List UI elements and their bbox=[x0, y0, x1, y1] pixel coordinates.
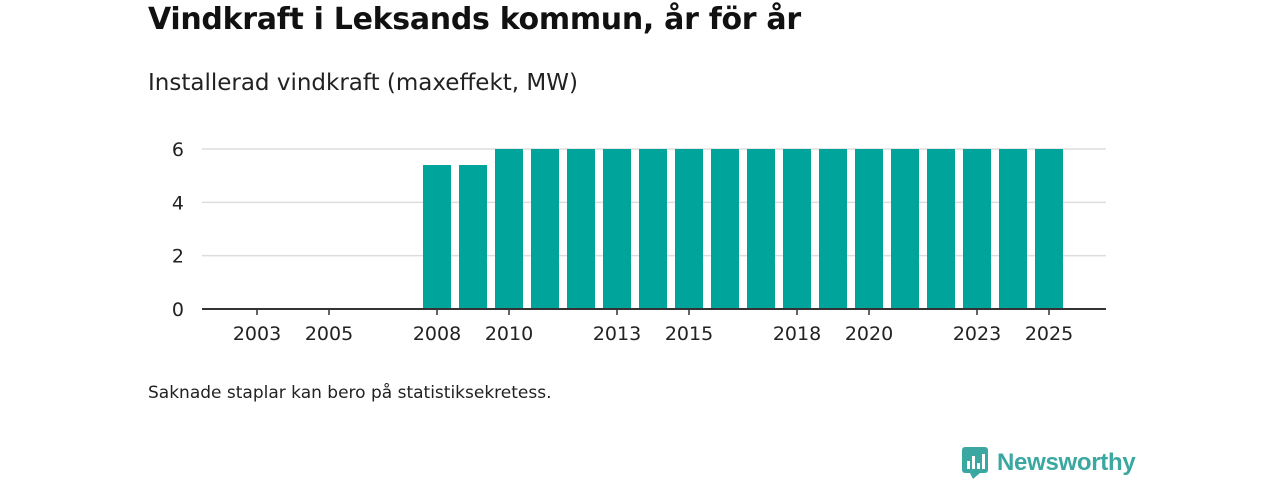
axis-layer: 0 2 4 6 2003 2005 2008 2010 2013 2015 2018 2020 2023… bbox=[172, 139, 1106, 345]
bar-2014 bbox=[639, 149, 667, 309]
x-tick-label: 2015 bbox=[665, 323, 713, 345]
chart-subtitle: Installerad vindkraft (maxeffekt, MW) bbox=[148, 70, 578, 96]
bar-2025 bbox=[1035, 149, 1063, 309]
bar-2017 bbox=[747, 149, 775, 309]
bar-2023 bbox=[963, 149, 991, 309]
x-tick-label: 2023 bbox=[953, 323, 1001, 345]
bar-2018 bbox=[783, 149, 811, 309]
newsworthy-logo-icon bbox=[962, 447, 988, 479]
bar-2013 bbox=[603, 149, 631, 309]
bar-chart: 0 2 4 6 2003 2005 2008 2010 2013 2015 2018 2020 2023… bbox=[172, 139, 1106, 345]
bar-2019 bbox=[819, 149, 847, 309]
x-tick-label: 2010 bbox=[485, 323, 533, 345]
bar-2009 bbox=[459, 165, 487, 309]
y-tick-label: 2 bbox=[172, 246, 184, 268]
bar-2015 bbox=[675, 149, 703, 309]
chart-title: Vindkraft i Leksands kommun, år för år bbox=[148, 2, 801, 37]
footnote: Saknade staplar kan bero på statistiksek… bbox=[148, 383, 552, 403]
x-tick-label: 2008 bbox=[413, 323, 461, 345]
x-tick-label: 2005 bbox=[305, 323, 353, 345]
x-tick-label: 2020 bbox=[845, 323, 893, 345]
x-tick-label: 2013 bbox=[593, 323, 641, 345]
bar-layer bbox=[423, 149, 1063, 309]
bar-2022 bbox=[927, 149, 955, 309]
y-tick-label: 0 bbox=[172, 299, 184, 321]
x-tick-label: 2003 bbox=[233, 323, 281, 345]
bar-2010 bbox=[495, 149, 523, 309]
y-tick-label: 6 bbox=[172, 139, 184, 161]
bar-2011 bbox=[531, 149, 559, 309]
brand-name: Newsworthy bbox=[997, 449, 1136, 476]
bar-2024 bbox=[999, 149, 1027, 309]
x-tick-label: 2025 bbox=[1025, 323, 1073, 345]
bar-2021 bbox=[891, 149, 919, 309]
brand-logo[interactable]: Newsworthy bbox=[961, 446, 1136, 480]
bar-2016 bbox=[711, 149, 739, 309]
y-tick-label: 4 bbox=[172, 192, 184, 214]
bar-2008 bbox=[423, 165, 451, 309]
x-tick-label: 2018 bbox=[773, 323, 821, 345]
bar-2012 bbox=[567, 149, 595, 309]
bar-2020 bbox=[855, 149, 883, 309]
